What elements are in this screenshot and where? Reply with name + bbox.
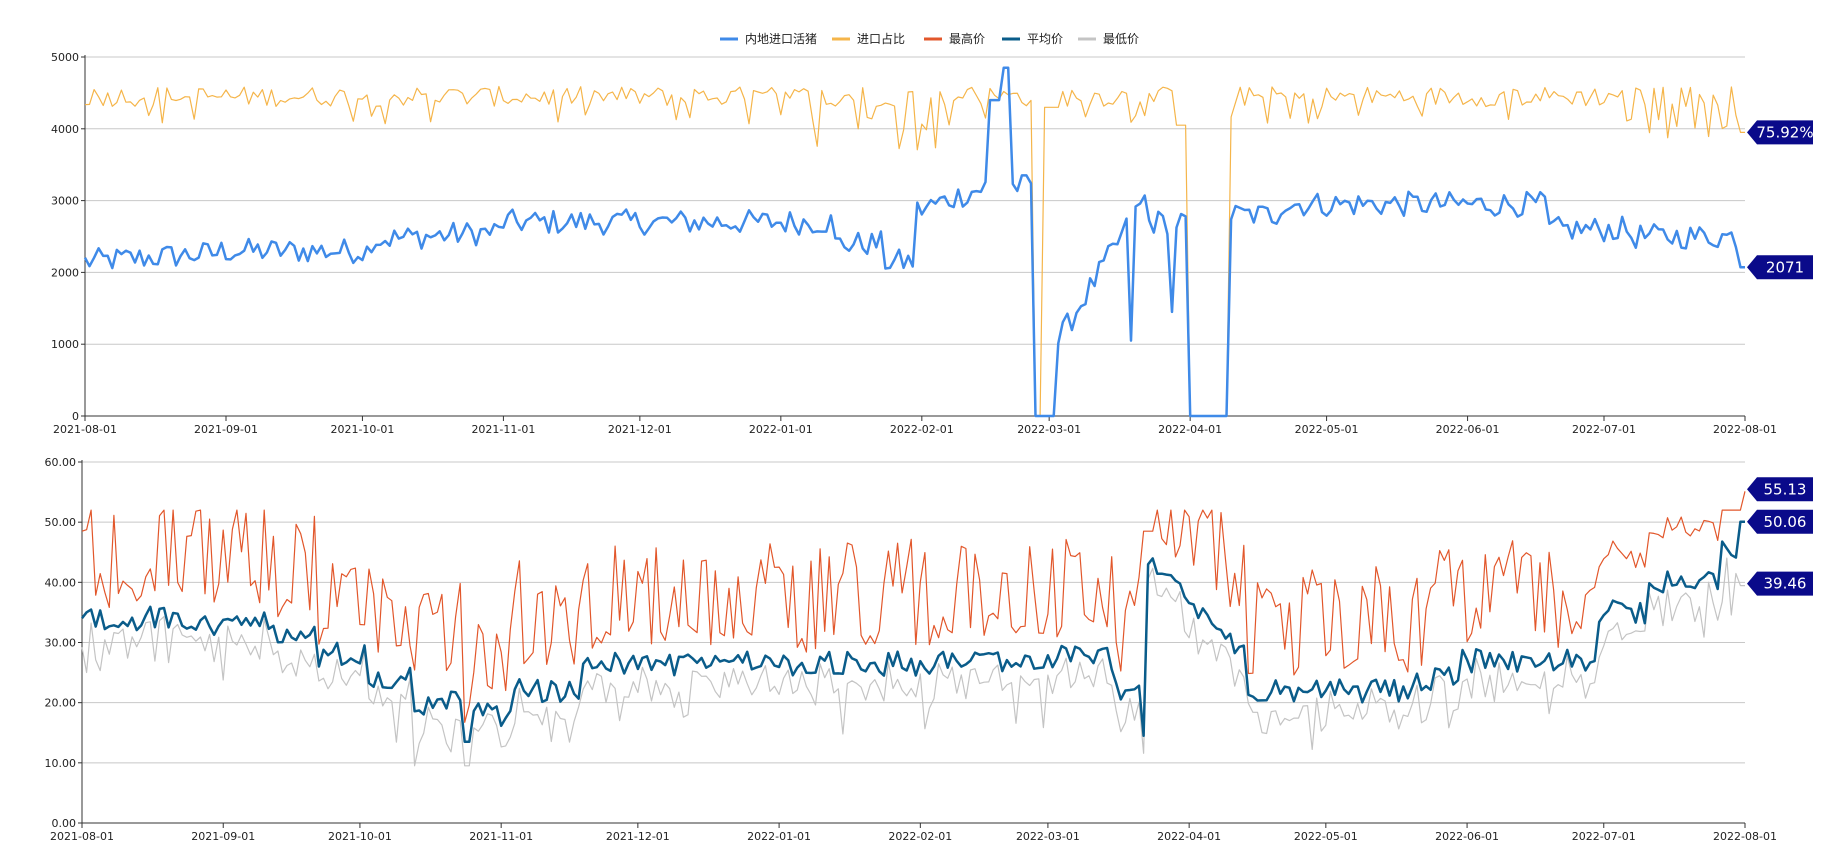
series-line-import-live-pigs <box>83 66 1745 418</box>
end-label-average-price: 50.06 <box>1747 509 1813 534</box>
top-ytick-label: 1000 <box>51 338 79 351</box>
legend-label: 平均价 <box>1027 32 1063 46</box>
end-label-average-price-box <box>1747 509 1813 534</box>
bottom-xtick-label: 2021-11-01 <box>469 830 533 843</box>
top-xtick-label: 2021-08-01 <box>53 423 117 436</box>
legend-label: 最低价 <box>1103 32 1139 46</box>
end-label-import-live-pigs: 2071 <box>1747 255 1813 280</box>
bottom-xtick-label: 2022-06-01 <box>1435 830 1499 843</box>
legend-label: 内地进口活猪 <box>745 32 817 46</box>
legend-item-3[interactable]: 平均价 <box>1002 32 1063 46</box>
bottom-flags: 55.13 50.06 39.46 <box>1747 477 1813 596</box>
bottom-xtick-label: 2022-03-01 <box>1016 830 1080 843</box>
bottom-series <box>81 491 1746 767</box>
bottom-ytick-label: 40.00 <box>45 576 77 589</box>
legend-item-1[interactable]: 进口占比 <box>832 31 905 46</box>
end-label-average-price-text: 50.06 <box>1764 513 1807 531</box>
bottom-ytick-label: 50.00 <box>45 516 77 529</box>
legend-item-4[interactable]: 最低价 <box>1078 32 1139 46</box>
bottom-grid <box>82 461 1745 764</box>
bottom-xtick-label: 2021-10-01 <box>328 830 392 843</box>
top-xtick-label: 2022-07-01 <box>1572 423 1636 436</box>
bottom-ytick-label: 20.00 <box>45 697 77 710</box>
top-ytick-label: 3000 <box>51 195 79 208</box>
top-flags: 75.92% 2071 <box>1747 120 1814 280</box>
top-xtick-label: 2022-05-01 <box>1295 423 1359 436</box>
top-xtick-label: 2021-12-01 <box>608 423 672 436</box>
top-series <box>83 66 1745 418</box>
bottom-ytick-label: 0.00 <box>52 817 77 830</box>
end-label-import-live-pigs-text: 2071 <box>1766 258 1804 276</box>
top-xtick-label: 2021-11-01 <box>471 423 535 436</box>
bottom-xtick-label: 2021-09-01 <box>191 830 255 843</box>
top-xtick-label: 2021-10-01 <box>330 423 394 436</box>
bottom-ytick-label: 10.00 <box>45 757 77 770</box>
bottom-xtick-label: 2021-12-01 <box>606 830 670 843</box>
end-label-import-share-box <box>1747 120 1813 145</box>
bottom-xtick-label: 2022-05-01 <box>1294 830 1358 843</box>
top-xtick-label: 2022-06-01 <box>1436 423 1500 436</box>
end-label-import-share-text: 75.92% <box>1756 123 1813 141</box>
top-xtick-label: 2021-09-01 <box>194 423 258 436</box>
bottom-xtick-label: 2022-08-01 <box>1713 830 1777 843</box>
end-label-lowest-price-box <box>1747 571 1813 596</box>
top-xtick-label: 2022-08-01 <box>1713 423 1777 436</box>
end-label-import-share: 75.92% <box>1747 120 1814 145</box>
top-xtick-label: 2022-04-01 <box>1158 423 1222 436</box>
top-xtick-label: 2022-02-01 <box>890 423 954 436</box>
legend: 内地进口活猪 进口占比 最高价 平均价 最低价 <box>720 31 1139 46</box>
top-ytick-label: 4000 <box>51 123 79 136</box>
end-label-lowest-price: 39.46 <box>1747 571 1813 596</box>
top-xtick-label: 2022-03-01 <box>1017 423 1081 436</box>
legend-label: 进口占比 <box>857 31 905 46</box>
legend-item-2[interactable]: 最高价 <box>924 31 985 46</box>
bottom-xtick-label: 2022-02-01 <box>888 830 952 843</box>
bottom-xtick-label: 2022-07-01 <box>1572 830 1636 843</box>
end-label-highest-price-box <box>1747 477 1813 502</box>
bottom-xtick-label: 2021-08-01 <box>50 830 114 843</box>
end-label-import-live-pigs-box <box>1747 255 1813 280</box>
bottom-ytick-label: 60.00 <box>45 456 77 469</box>
bottom-xtick-label: 2022-04-01 <box>1157 830 1221 843</box>
top-axes: 0 1000 2000 3000 4000 5000 2021-08-01 2021-09-0… <box>51 51 1777 436</box>
end-label-highest-price: 55.13 <box>1747 477 1813 502</box>
series-line-lowest-price <box>81 557 1745 767</box>
top-ytick-label: 0 <box>72 410 79 423</box>
top-ytick-label: 5000 <box>51 51 79 64</box>
top-xtick-label: 2022-01-01 <box>749 423 813 436</box>
top-ytick-label: 2000 <box>51 266 79 279</box>
series-line-average-price <box>81 520 1745 744</box>
end-label-highest-price-text: 55.13 <box>1764 480 1807 498</box>
end-label-lowest-price-text: 39.46 <box>1764 575 1807 593</box>
series-line-import-share <box>84 85 1745 417</box>
legend-item-0[interactable]: 内地进口活猪 <box>720 32 817 46</box>
legend-label: 最高价 <box>949 31 985 46</box>
top-grid <box>85 56 1745 345</box>
bottom-axes: 0.00 10.00 20.00 30.00 40.00 50.00 60.00 2021-0… <box>45 456 1777 843</box>
series-line-highest-price <box>81 491 1746 723</box>
bottom-xtick-label: 2022-01-01 <box>747 830 811 843</box>
bottom-ytick-label: 30.00 <box>45 637 77 650</box>
